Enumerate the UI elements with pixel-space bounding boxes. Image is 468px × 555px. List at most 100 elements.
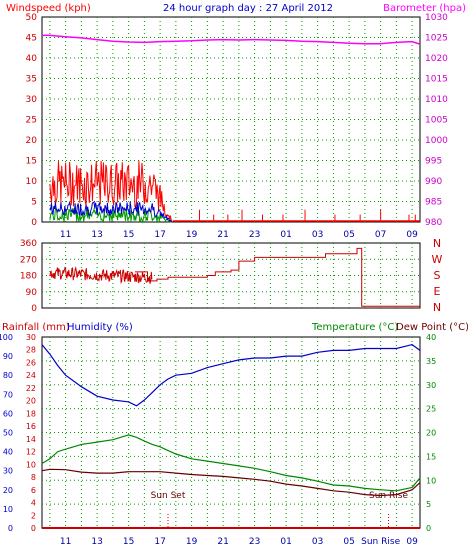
x-tick-label: 01 [280,537,291,547]
barometer-line [42,34,421,45]
x-tick-label: 03 [312,230,323,240]
windspeed-tick-label: 5 [31,198,37,208]
barometer-tick-label: 985 [425,198,442,208]
temperature-tick-label: 35 [426,357,436,366]
rainfall-tick-label: 8 [31,473,36,482]
rainfall-tick-label: 2 [31,511,36,520]
humidity-tick-label: 60 [3,409,13,418]
barometer-tick-label: 980 [425,218,442,228]
windspeed-tick-label: 40 [26,54,38,64]
barometer-axis-ticks: 980 985 990 995 1000 1005 1010 1015 1020 1025 1030 [425,13,448,228]
windspeed-label: Windspeed (kph) [6,3,91,14]
rainfall-tick-label: 6 [31,486,36,495]
temperature-tick-label: 25 [426,405,436,414]
humidity-tick-label: 70 [3,390,13,399]
compass-label: W [432,253,443,266]
barometer-tick-label: 1015 [425,75,448,85]
rainfall-tick-label: 30 [26,333,36,342]
windspeed-axis-ticks: 0 5 10 15 20 25 30 35 40 45 50 [26,13,38,228]
x-tick-label: 19 [186,230,198,240]
rainfall-label: Rainfall (mm) [2,322,70,333]
x-tick-label: 21 [217,537,228,547]
humidity-line [41,343,421,407]
direction-tick-label: 270 [20,255,37,265]
compass-label: S [434,269,441,282]
x-tick-label: 03 [312,537,323,547]
humidity-tick-label: 20 [3,486,13,495]
wind-gust-line [49,160,173,223]
rainfall-tick-label: 4 [31,499,36,508]
temperature-tick-label: 10 [426,476,436,485]
wind-min-line [49,207,173,224]
x-tick-label: 07 [375,230,386,240]
panel1-x-ticks: 11 13 15 17 19 21 23 01 03 05 07 09 [60,230,418,240]
x-tick-label: 05 [343,537,354,547]
windspeed-tick-label: 10 [26,177,38,187]
windspeed-tick-label: 50 [26,13,38,23]
humidity-label: Humidity (%) [67,322,133,333]
x-tick-label: 17 [154,230,165,240]
barometer-tick-label: 1010 [425,95,448,105]
temperature-tick-label: 20 [426,429,436,438]
temperature-axis-ticks: 0 5 10 15 20 25 30 35 40 [426,333,436,533]
compass-label: N [433,301,441,314]
panel3-x-ticks: 11 13 15 17 19 21 23 01 03 05 Sun Rise 09 [60,537,418,547]
rainfall-tick-label: 20 [26,397,36,406]
rainfall-tick-label: 16 [26,422,36,431]
compass-label: E [434,285,441,298]
direction-axis-ticks: 0 90 180 270 360 [20,239,37,314]
barometer-label: Barometer (hpa) [383,3,466,14]
x-tick-label: 09 [406,230,418,240]
direction-tick-label: 0 [31,304,37,314]
temperature-line [41,434,421,492]
direction-tick-label: 180 [20,272,37,282]
humidity-tick-label: 90 [3,352,13,361]
rainfall-tick-label: 18 [26,409,36,418]
x-tick-label: 19 [186,537,198,547]
x-tick-label: 09 [406,537,418,547]
x-tick-label: 13 [91,230,102,240]
page-title: 24 hour graph day : 27 April 2012 [163,3,333,14]
direction-tick-label: 360 [20,239,37,249]
dewpoint-line [41,468,421,497]
sunset-label: Sun Set [151,491,186,501]
rainfall-tick-label: 10 [26,460,36,469]
temperature-tick-label: 30 [426,381,436,390]
windspeed-tick-label: 0 [31,218,37,228]
compass-label: N [433,237,441,250]
dewpoint-label: Dew Point (°C) [396,322,468,333]
x-tick-label: Sun Rise [361,537,400,547]
barometer-tick-label: 1000 [425,136,448,146]
direction-scatter-line [49,265,153,285]
humidity-tick-label: 40 [3,448,13,457]
x-tick-label: 17 [154,537,165,547]
x-tick-label: 01 [280,230,291,240]
temperature-tick-label: 15 [426,452,436,461]
x-tick-label: 23 [249,537,260,547]
humidity-tick-label: 50 [3,429,13,438]
temperature-label: Temperature (°C) [311,322,398,333]
x-tick-label: 15 [123,230,134,240]
x-tick-label: 21 [217,230,228,240]
x-tick-label: 23 [249,230,260,240]
sunrise-label: Sun Rise [369,491,408,501]
x-tick-label: 13 [91,537,102,547]
wind-series [49,160,420,224]
rainfall-tick-label: 0 [31,524,36,533]
wind-avg-line [49,200,173,223]
temperature-tick-label: 40 [426,333,436,342]
barometer-tick-label: 1020 [425,54,448,64]
humidity-tick-label: 10 [3,505,13,514]
barometer-tick-label: 990 [425,177,442,187]
direction-scatter [49,265,153,285]
windspeed-tick-label: 15 [26,157,37,167]
x-tick-label: 15 [123,537,134,547]
windspeed-tick-label: 30 [26,95,38,105]
windspeed-tick-label: 45 [26,34,37,44]
humidity-tick-label: 100 [0,333,13,342]
